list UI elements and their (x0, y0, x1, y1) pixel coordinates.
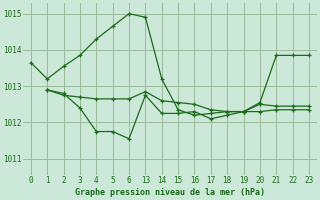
X-axis label: Graphe pression niveau de la mer (hPa): Graphe pression niveau de la mer (hPa) (75, 188, 265, 197)
